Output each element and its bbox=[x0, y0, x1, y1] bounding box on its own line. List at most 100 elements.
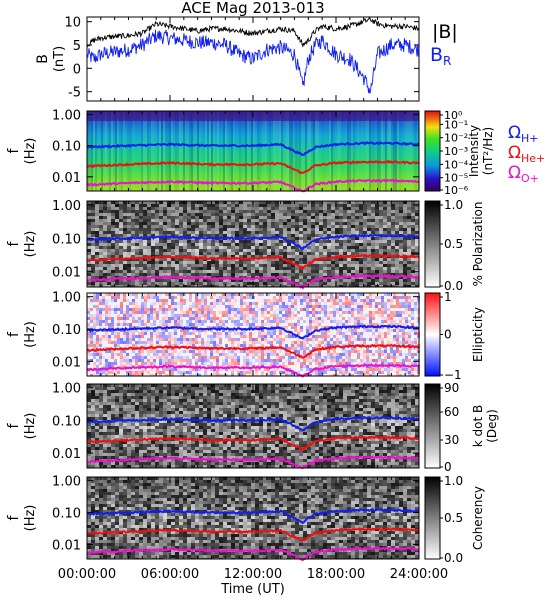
ellipticity-cell bbox=[357, 329, 360, 332]
intensity-background bbox=[87, 111, 419, 191]
ellipticity-cell bbox=[303, 293, 306, 296]
ellipticity-cell bbox=[198, 296, 201, 299]
ellipticity-cell bbox=[408, 329, 411, 332]
ellipticity-cell bbox=[156, 317, 159, 320]
ellipticity-cell bbox=[243, 332, 246, 335]
ellipticity-cell bbox=[354, 323, 357, 326]
ellipticity-cell bbox=[159, 311, 162, 314]
ellipticity-cell bbox=[270, 344, 273, 347]
ellipticity-cell bbox=[306, 329, 309, 332]
ellipticity-cell bbox=[93, 293, 96, 296]
ellipticity-cell bbox=[267, 302, 270, 305]
ellipticity-cell bbox=[162, 311, 165, 314]
ellipticity-cell bbox=[330, 350, 333, 353]
ellipticity-cell bbox=[99, 338, 102, 341]
intensity-texture-strip bbox=[163, 111, 165, 191]
ellipticity-cell bbox=[219, 335, 222, 338]
ellipticity-cell bbox=[207, 317, 210, 320]
ellipticity-cell bbox=[354, 317, 357, 320]
ellipticity-cell bbox=[234, 332, 237, 335]
intensity-texture-strip bbox=[337, 111, 339, 191]
ellipticity-cell bbox=[111, 323, 114, 326]
ellipticity-cell bbox=[90, 326, 93, 329]
ellipticity-cell bbox=[165, 335, 168, 338]
ellipticity-cell bbox=[186, 353, 189, 356]
ellipticity-cell bbox=[378, 317, 381, 320]
ellipticity-cell bbox=[363, 326, 366, 329]
ellipticity-cell bbox=[237, 299, 240, 302]
ellipticity-cell bbox=[366, 332, 369, 335]
ellipticity-cell bbox=[297, 326, 300, 329]
ellipticity-cell bbox=[381, 332, 384, 335]
ellipticity-cell bbox=[153, 296, 156, 299]
intensity-texture-strip bbox=[391, 111, 393, 191]
ellipticity-cell bbox=[249, 341, 252, 344]
ellipticity-cell bbox=[408, 350, 411, 353]
ellipticity-cell bbox=[180, 338, 183, 341]
ellipticity-cell bbox=[258, 305, 261, 308]
ellipticity-cell bbox=[96, 317, 99, 320]
ellipticity-cell bbox=[204, 344, 207, 347]
ellipticity-cell bbox=[129, 326, 132, 329]
ellipticity-cell bbox=[249, 335, 252, 338]
ellipticity-cell bbox=[213, 296, 216, 299]
ellipticity-cell bbox=[366, 347, 369, 350]
ellipticity-cell bbox=[312, 353, 315, 356]
ellipticity-cell bbox=[273, 305, 276, 308]
ellipticity-cell bbox=[339, 350, 342, 353]
ellipticity-cell bbox=[219, 308, 222, 311]
ellipticity-cell bbox=[177, 296, 180, 299]
ellipticity-cell bbox=[171, 320, 174, 323]
ellipticity-cell bbox=[117, 314, 120, 317]
ellipticity-cell bbox=[273, 335, 276, 338]
ellipticity-cell bbox=[249, 311, 252, 314]
ellipticity-cell bbox=[249, 323, 252, 326]
ellipticity-cell bbox=[405, 332, 408, 335]
ellipticity-cell bbox=[246, 323, 249, 326]
ellipticity-cell bbox=[237, 317, 240, 320]
ellipticity-cell bbox=[246, 344, 249, 347]
ellipticity-cell bbox=[303, 350, 306, 353]
ellipticity-cell bbox=[186, 317, 189, 320]
ellipticity-cell bbox=[285, 344, 288, 347]
ellipticity-cell bbox=[354, 329, 357, 332]
ellipticity-cell bbox=[411, 302, 414, 305]
ellipticity-cell bbox=[330, 329, 333, 332]
ellipticity-cell bbox=[180, 341, 183, 344]
ellipticity-cell bbox=[348, 302, 351, 305]
mag-y-tick-label: 0 bbox=[73, 62, 81, 77]
ellipticity-cell bbox=[204, 332, 207, 335]
ellipticity-cell bbox=[348, 335, 351, 338]
ellipticity-cell bbox=[258, 341, 261, 344]
ellipticity-cell bbox=[198, 350, 201, 353]
ellipticity-cell bbox=[264, 332, 267, 335]
ellipticity-cell bbox=[312, 302, 315, 305]
ellipticity-cell bbox=[201, 323, 204, 326]
ellipticity-cell bbox=[411, 293, 414, 296]
ellipticity-cell bbox=[264, 353, 267, 356]
ellipticity-cell bbox=[378, 311, 381, 314]
ellipticity-cell bbox=[270, 341, 273, 344]
ellipticity-cell bbox=[189, 302, 192, 305]
ellipticity-cell bbox=[246, 302, 249, 305]
ellipticity-cell bbox=[276, 338, 279, 341]
ellipticity-cell bbox=[189, 344, 192, 347]
ellipticity-cell bbox=[114, 314, 117, 317]
ellipticity-cell bbox=[213, 329, 216, 332]
ellipticity-cell bbox=[102, 350, 105, 353]
ellipticity-cell bbox=[222, 323, 225, 326]
ellipticity-cell bbox=[306, 308, 309, 311]
ellipticity-cell bbox=[234, 329, 237, 332]
intensity-cbar-tick-label: 10⁻⁴ bbox=[444, 158, 469, 171]
ellipticity-cell bbox=[180, 347, 183, 350]
ellipticity-cell bbox=[126, 317, 129, 320]
ellipticity-cell bbox=[240, 305, 243, 308]
ellipticity-cell bbox=[288, 314, 291, 317]
ellipticity-cell bbox=[171, 332, 174, 335]
ellipticity-cell bbox=[243, 335, 246, 338]
ellipticity-cell bbox=[267, 305, 270, 308]
ellipticity-cell bbox=[366, 293, 369, 296]
ellipticity-cell bbox=[303, 305, 306, 308]
ellipticity-cell bbox=[168, 347, 171, 350]
intensity-texture-strip bbox=[249, 111, 251, 191]
